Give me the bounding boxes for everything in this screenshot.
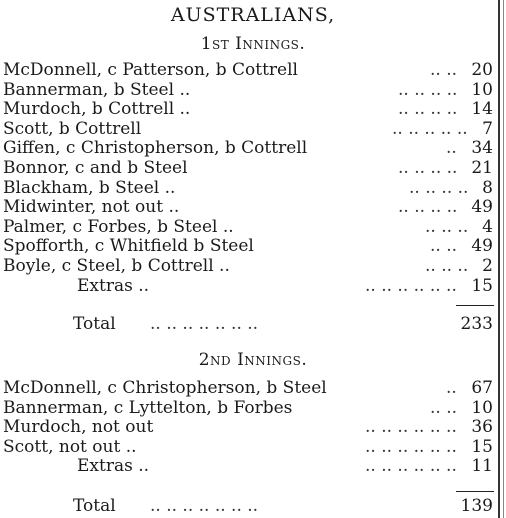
innings2-total-rule bbox=[456, 491, 494, 492]
leader-dots: .. .. .. .. .. bbox=[392, 118, 468, 139]
extras-label: Extras .. bbox=[77, 456, 150, 477]
innings2-total-row: Total .. .. .. .. .. .. .. 139 bbox=[3, 496, 495, 516]
column-rule-thin bbox=[503, 0, 504, 518]
total-label: Total bbox=[73, 496, 116, 516]
batsman-dismissal: Bannerman, b Steel .. bbox=[3, 79, 191, 100]
runs-value: 15 bbox=[471, 275, 493, 296]
leader-dots: .. .. .. .. .. .. bbox=[365, 436, 457, 457]
batsman-dismissal: Giffen, c Christopherson, b Cottrell bbox=[3, 138, 308, 159]
batsman-row: Spofforth, c Whitfield b Steel .. .. 49 bbox=[3, 236, 495, 256]
runs-value: 7 bbox=[482, 118, 493, 139]
batsman-dismissal: McDonnell, c Christopherson, b Steel bbox=[3, 378, 327, 398]
batsman-row: Bannerman, b Steel .. .. .. .. .. 10 bbox=[3, 80, 495, 100]
batsman-row: McDonnell, c Christopherson, b Steel.. 67 bbox=[3, 378, 495, 398]
total-runs: 233 bbox=[460, 314, 493, 334]
leader-dots: .. .. .. bbox=[425, 256, 469, 276]
innings1-total-row: Total .. .. .. .. .. .. .. 233 bbox=[3, 314, 495, 334]
batsman-row: Palmer, c Forbes, b Steel .. .. .. .. 4 bbox=[3, 217, 495, 237]
batsman-dismissal: Bonnor, c and b Steel bbox=[3, 158, 188, 178]
batsman-row: Boyle, c Steel, b Cottrell .. .. .. .. 2 bbox=[3, 256, 495, 276]
runs-value: 14 bbox=[471, 99, 493, 120]
batsman-dismissal: Bannerman, c Lyttelton, b Forbes bbox=[3, 397, 293, 418]
leader-dots: .. .. .. .. bbox=[398, 99, 458, 120]
leader-dots: .. .. bbox=[430, 236, 458, 257]
batsman-row: Murdoch, not out .. .. .. .. .. .. 36 bbox=[3, 417, 495, 437]
runs-value: 21 bbox=[471, 158, 493, 178]
batsman-dismissal: Blackham, b Steel .. bbox=[3, 177, 176, 198]
innings2-heading: 2nd Innings. bbox=[198, 350, 308, 370]
batsman-dismissal: Murdoch, b Cottrell .. bbox=[3, 99, 191, 120]
extras-row: Extras .. .. .. .. .. .. .. 11 bbox=[3, 456, 495, 476]
leader-dots: .. .. .. .. .. .. bbox=[365, 417, 457, 438]
runs-value: 20 bbox=[471, 60, 493, 80]
batsman-dismissal: Scott, not out .. bbox=[3, 436, 137, 457]
leader-dots: .. .. .. bbox=[425, 216, 469, 237]
runs-value: 49 bbox=[471, 197, 493, 218]
leader-dots: .. bbox=[446, 138, 457, 159]
extras-row: Extras .. .. .. .. .. .. .. 15 bbox=[3, 276, 495, 296]
batsman-dismissal: Boyle, c Steel, b Cottrell .. bbox=[3, 256, 230, 276]
batsman-dismissal: Palmer, c Forbes, b Steel .. bbox=[3, 216, 234, 237]
batsman-dismissal: Midwinter, not out .. bbox=[3, 197, 180, 218]
batsman-row: Giffen, c Christopherson, b Cottrell.. 34 bbox=[3, 138, 495, 158]
runs-value: 67 bbox=[471, 378, 493, 398]
runs-value: 36 bbox=[471, 417, 493, 438]
innings1-total-rule bbox=[456, 305, 494, 306]
batsman-row: Bonnor, c and b Steel .. .. .. .. 21 bbox=[3, 158, 495, 178]
batsman-row: Murdoch, b Cottrell .. .. .. .. .. 14 bbox=[3, 99, 495, 119]
batsman-dismissal: Murdoch, not out bbox=[3, 417, 154, 438]
leader-dots: .. bbox=[446, 378, 457, 398]
team-title: AUSTRALIANS, bbox=[170, 4, 336, 26]
leader-dots: .. .. .. .. .. .. .. bbox=[150, 314, 259, 334]
runs-value: 34 bbox=[471, 138, 493, 159]
leader-dots: .. .. bbox=[430, 60, 458, 80]
runs-value: 10 bbox=[471, 79, 493, 100]
batsman-row: Midwinter, not out .. .. .. .. .. 49 bbox=[3, 197, 495, 217]
leader-dots: .. .. .. .. .. .. bbox=[365, 456, 457, 477]
runs-value: 11 bbox=[471, 456, 493, 477]
leader-dots: .. .. .. .. .. .. .. bbox=[150, 496, 259, 516]
batsman-row: Scott, b Cottrell .. .. .. .. .. 7 bbox=[3, 119, 495, 139]
batsman-row: McDonnell, c Patterson, b Cottrell .. .. 2… bbox=[3, 60, 495, 80]
leader-dots: .. .. .. .. bbox=[398, 158, 458, 178]
leader-dots: .. .. .. .. bbox=[398, 79, 458, 100]
batsman-dismissal: McDonnell, c Patterson, b Cottrell bbox=[3, 60, 298, 80]
runs-value: 15 bbox=[471, 436, 493, 457]
runs-value: 2 bbox=[482, 256, 493, 276]
batsman-dismissal: Scott, b Cottrell bbox=[3, 118, 142, 139]
runs-value: 8 bbox=[482, 177, 493, 198]
leader-dots: .. .. .. .. bbox=[398, 197, 458, 218]
leader-dots: .. .. .. .. .. .. bbox=[365, 275, 457, 296]
extras-label: Extras .. bbox=[77, 275, 150, 296]
batsman-row: Bannerman, c Lyttelton, b Forbes .. .. 10 bbox=[3, 398, 495, 418]
leader-dots: .. .. bbox=[430, 397, 458, 418]
runs-value: 49 bbox=[471, 236, 493, 257]
total-label: Total bbox=[73, 314, 116, 334]
column-rule bbox=[498, 0, 500, 518]
batsman-dismissal: Spofforth, c Whitfield b Steel bbox=[3, 236, 254, 257]
batsman-row: Blackham, b Steel .. .. .. .. .. 8 bbox=[3, 178, 495, 198]
leader-dots: .. .. .. .. bbox=[409, 177, 469, 198]
runs-value: 4 bbox=[482, 216, 493, 237]
innings1-heading: 1st Innings. bbox=[200, 34, 306, 54]
batsman-row: Scott, not out .. .. .. .. .. .. .. 15 bbox=[3, 437, 495, 457]
total-runs: 139 bbox=[460, 496, 493, 516]
runs-value: 10 bbox=[471, 397, 493, 418]
